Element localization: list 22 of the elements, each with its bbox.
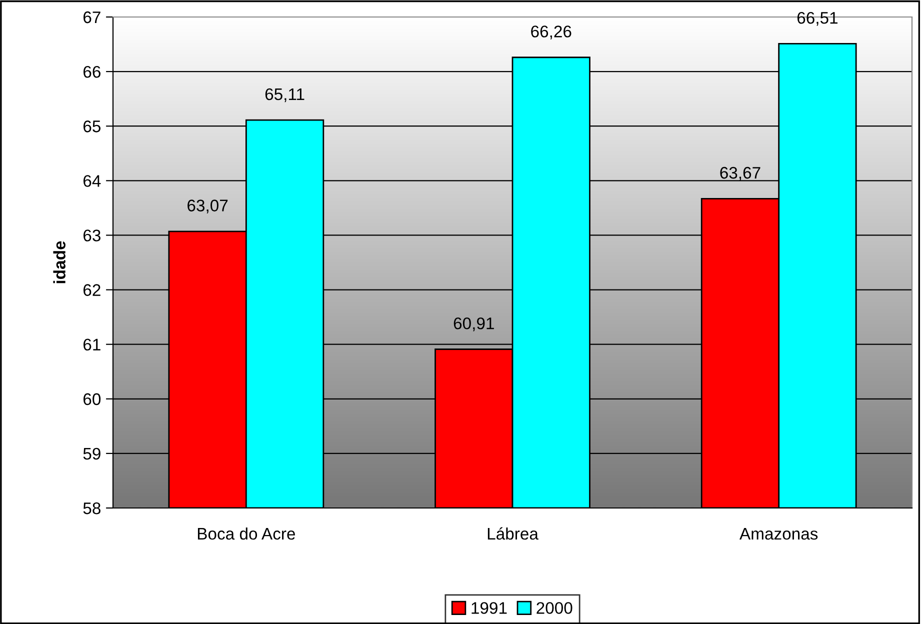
legend-label: 1991: [472, 602, 507, 614]
x-tick-label: Lábrea: [488, 527, 538, 540]
y-tick-label: 65: [84, 120, 100, 132]
y-tick-label: 60: [84, 393, 101, 406]
y-tick-label: 59: [83, 448, 100, 460]
y-tick-label: 61: [84, 338, 100, 351]
data-label: 66,51: [797, 12, 838, 26]
legend-label: 2000: [536, 602, 572, 614]
data-label: 60,91: [454, 317, 494, 332]
y-tick-label: 58: [83, 502, 100, 514]
data-label: 66,26: [531, 26, 572, 40]
y-tick-label: 66: [84, 66, 100, 78]
y-tick-label: 64: [84, 175, 101, 187]
x-tick-label: Amazonas: [739, 528, 818, 540]
y-tick-label: 62: [84, 284, 100, 296]
y-tick-label: 63: [84, 230, 100, 242]
y-tick-label: 67: [84, 11, 100, 24]
data-label: 63,07: [188, 200, 228, 214]
x-tick-label: Boca do Acre: [198, 527, 295, 540]
data-label: 65,11: [265, 88, 304, 102]
data-label: 63,67: [720, 166, 760, 181]
y-axis-title: idade: [53, 241, 66, 284]
